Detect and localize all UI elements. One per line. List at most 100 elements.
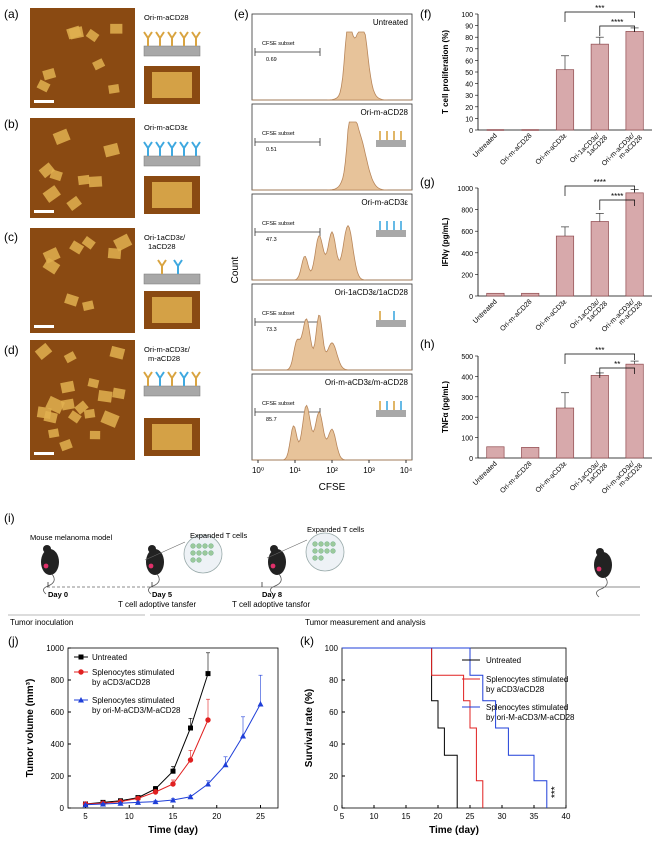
y-tick-label: 600 [51, 708, 65, 717]
origami-tile [100, 410, 120, 428]
t-cell [208, 543, 214, 549]
afm-zoom-tile [152, 72, 192, 98]
antibody-icon [167, 31, 177, 46]
y-tick-label: 400 [461, 251, 473, 258]
bar [486, 292, 505, 297]
tumor-dot [596, 566, 602, 572]
y-tick-label: 0 [334, 804, 339, 813]
y-tick-label: 200 [461, 415, 473, 422]
y-tick-label: 800 [461, 208, 473, 215]
survival-curve [342, 647, 458, 808]
t-cell [190, 557, 196, 563]
panel-letter-k: (k) [300, 634, 314, 648]
antibody-icon [155, 31, 165, 46]
bar [555, 235, 575, 297]
category-label: Untreated [472, 298, 499, 325]
x-tick-label: 35 [530, 812, 539, 821]
significance-stars: *** [595, 4, 604, 13]
gate-value: 0.69 [266, 57, 277, 63]
y-tick-label: 90 [465, 24, 473, 31]
bar [555, 407, 575, 459]
legend-label: Splenocytes stimulated [92, 696, 174, 705]
t-cell [196, 557, 202, 563]
origami-tile [60, 380, 75, 394]
tumor-dot [43, 563, 49, 569]
y-tick-label: 1000 [46, 644, 64, 653]
origami-tile [77, 174, 90, 186]
mouse-tail [596, 576, 608, 598]
y-tick-label: 80 [465, 35, 473, 42]
y-tick-label: 30 [465, 93, 473, 100]
antibody-icon [167, 371, 177, 386]
afm-label: Ori-1aCD3ε/ [144, 233, 186, 242]
afm-label: 1aCD28 [148, 242, 176, 251]
t-cell [330, 548, 336, 554]
panel-letter-g: (g) [420, 175, 435, 189]
plot-frame [341, 647, 567, 809]
significance-stars: *** [550, 786, 561, 798]
panel-letter-h: (h) [420, 337, 435, 351]
timeline: Mouse melanoma model Expanded T cells Expa… [8, 525, 640, 627]
x-tick-label: 15 [402, 812, 411, 821]
data-point [170, 797, 176, 803]
histogram-curve [252, 224, 412, 281]
mouse-tail [270, 573, 282, 595]
y-tick-label: 40 [329, 740, 338, 749]
x-tick-label: 5 [83, 812, 88, 821]
y-tick-label: 100 [461, 436, 473, 443]
afm-label: m-aCD28 [148, 354, 180, 363]
x-tick-label: 10⁰ [252, 466, 264, 475]
survival-curve [342, 647, 484, 808]
significance-bracket [564, 185, 635, 196]
panel-letter-b: (b) [4, 117, 19, 131]
origami-tile [97, 390, 113, 403]
significance-bracket [564, 353, 635, 364]
origami-tile [83, 408, 96, 419]
y-tick-label: 0 [469, 128, 473, 135]
antibody-icon [191, 371, 201, 386]
afm-zoom-tile [152, 297, 192, 323]
histogram-curve [252, 31, 412, 101]
origami-tile [59, 438, 73, 452]
x-tick-label: 10² [326, 466, 338, 475]
origami-tile [42, 67, 57, 81]
y-tick-label: 200 [461, 272, 473, 279]
t-cell [324, 541, 330, 547]
significance-bracket [599, 25, 635, 36]
afm-panel-1: Ori-m-aCD3ε [30, 118, 201, 218]
gate-label: CFSE subset [262, 41, 295, 47]
mouse-head [43, 545, 51, 553]
t-cell [202, 550, 208, 556]
origami-tile [110, 23, 123, 34]
data-point [117, 800, 124, 806]
y-tick-label: 80 [329, 676, 338, 685]
origami-icon [376, 410, 406, 417]
y-tick-label: 40 [465, 82, 473, 89]
y-tick-label: 0 [60, 804, 65, 813]
transfer-label: T cell adoptive tansfor [232, 600, 310, 609]
origami-tile [60, 398, 75, 411]
tumor-dot [270, 563, 276, 569]
series-line [85, 673, 209, 805]
scale-bar [34, 210, 54, 213]
x-axis-label: Time (day) [429, 825, 479, 836]
mouse-icon [146, 549, 164, 575]
x-tick-label: 10³ [363, 466, 375, 475]
antibody-icon [179, 371, 189, 386]
x-tick-label: 25 [466, 812, 475, 821]
afm-label: Ori-m-aCD3ε [144, 123, 188, 132]
antibody-icon [143, 31, 153, 46]
origami-tile [69, 240, 85, 255]
category-label: Ori-m-aCD3ε [535, 298, 569, 332]
origami-tile [49, 169, 63, 182]
y-tick-label: 60 [329, 708, 338, 717]
origami-tile [112, 387, 126, 400]
bar [625, 192, 644, 297]
legend-label: by ori-M-aCD3/M-aCD28 [92, 706, 181, 715]
data-point [135, 795, 141, 802]
mouse-icon [41, 549, 59, 575]
category-label: Ori-m-aCD28 [499, 132, 533, 166]
origami-tile [42, 247, 61, 264]
panel-letter-i: (i) [4, 511, 15, 525]
